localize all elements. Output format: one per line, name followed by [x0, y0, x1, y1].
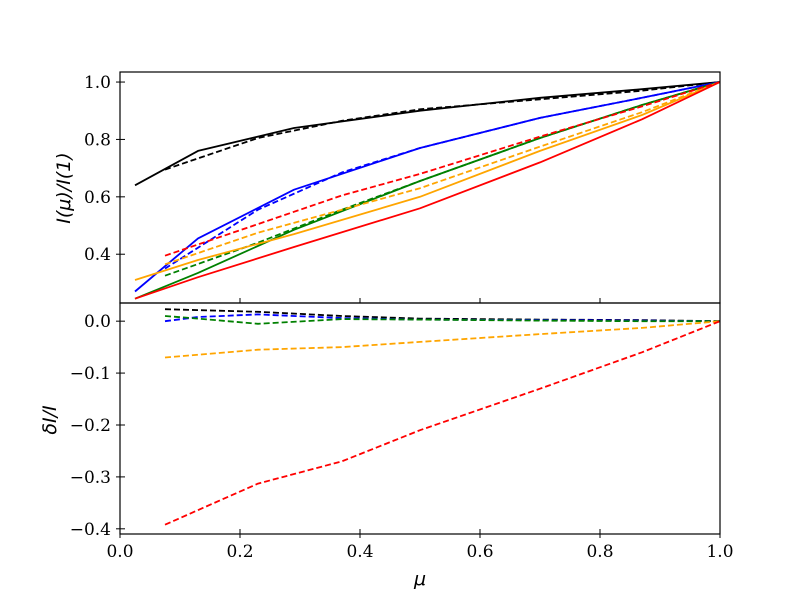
bottom-x-tick-label: 0.6 [466, 542, 493, 562]
bottom-panel: 0.0−0.1−0.2−0.3−0.40.0 0.2 0.4 0.6 0.8 1.0 [70, 302, 734, 562]
bottom-y-tick-label: −0.1 [70, 364, 111, 384]
bottom-y-tick-label: −0.4 [70, 520, 111, 540]
bottom-series-red-dashed-line [164, 320, 721, 526]
x-axis-label: μ [413, 568, 426, 590]
bottom-x-tick-label: 0.4 [346, 542, 373, 562]
top-y-tick-label: 1.0 [84, 73, 111, 93]
bottom-series-group [164, 308, 721, 526]
bottom-y-tick-label: −0.2 [70, 416, 111, 436]
bottom-series-orange-dashed-line [164, 320, 721, 359]
top-series-orange-solid-line [134, 81, 721, 281]
top-series-red-solid-line [134, 81, 721, 300]
top-series-black-solid-line [134, 81, 721, 187]
top-series-group [134, 81, 721, 300]
top-y-tick-label: 0.6 [84, 188, 111, 208]
bottom-axes-frame [119, 302, 721, 535]
axis-labels: I(μ)/I(1) δI/I μ [39, 152, 426, 590]
bottom-x-tick-label: 1.0 [706, 542, 733, 562]
bottom-y-axis-label: δI/I [39, 405, 61, 435]
top-panel: 0.4 0.6 0.8 1.0 [84, 71, 721, 304]
top-y-axis-label: I(μ)/I(1) [53, 152, 75, 223]
bottom-x-tick-label: 0.2 [226, 542, 253, 562]
top-series-black-dashed-line [164, 81, 721, 171]
bottom-y-tick-label: −0.3 [70, 468, 111, 488]
bottom-y-tick-label: 0.0 [84, 312, 111, 332]
top-series-green-dashed-line [164, 81, 721, 277]
top-series-red-dashed-line [164, 81, 721, 257]
top-series-blue-dashed-line [164, 81, 721, 270]
bottom-x-tick-label: 0.8 [586, 542, 613, 562]
bottom-x-tick-label: 0.0 [106, 542, 133, 562]
bottom-series-green-dashed-line [164, 315, 720, 325]
top-y-tick-label: 0.8 [84, 130, 111, 150]
top-y-tick-label: 0.4 [84, 245, 111, 265]
top-series-orange-dashed-line [164, 81, 721, 266]
